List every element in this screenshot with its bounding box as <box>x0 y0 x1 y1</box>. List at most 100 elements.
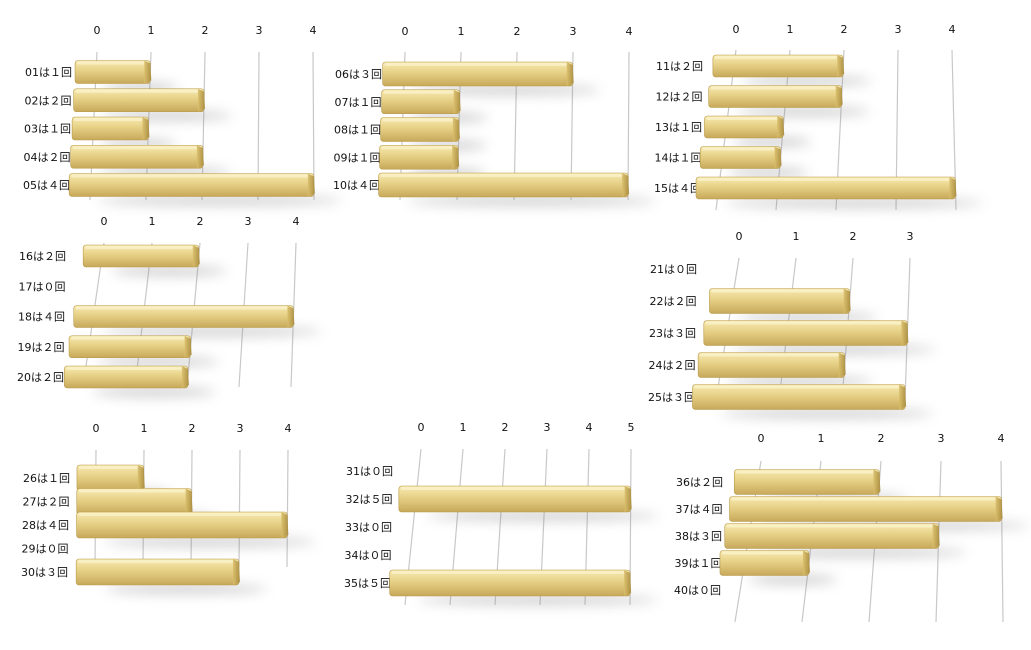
bar-end-cap <box>287 305 295 328</box>
bar-end-cap <box>281 512 289 538</box>
tick-label: 3 <box>245 215 252 228</box>
category-label: 18は４回 <box>18 311 65 324</box>
chart-panel-4: 0 1 2 3 4 16は２回 17は０回 18は４回 19は２回 20は２回 <box>17 215 322 397</box>
bar-highlight <box>384 63 567 66</box>
category-label: 05は４回 <box>23 179 70 192</box>
tick-label: 0 <box>94 24 101 37</box>
tick-label: 1 <box>818 432 825 445</box>
gridline <box>1000 460 1004 623</box>
category-label: 06は３回 <box>335 68 382 81</box>
bar-end-cap <box>873 469 881 495</box>
bar-end-cap <box>137 465 145 491</box>
tick-label: 1 <box>458 25 465 38</box>
category-label: 04は２回 <box>24 151 71 164</box>
bar-highlight <box>714 56 838 59</box>
tick-label: 3 <box>256 24 263 37</box>
bar-end-cap <box>622 173 630 197</box>
category-label: 35は５回 <box>344 577 391 590</box>
bar-end-cap <box>198 88 206 112</box>
chart-panel-1: 0 1 2 3 4 01は１回 02は２回 03は１回 04は２回 05は４回 <box>23 24 342 206</box>
bar-highlight <box>75 89 199 93</box>
bar-end-cap <box>843 288 851 314</box>
chart-panel-8: 0 1 2 3 4 36は２回 37は４回 38は３回 39は１回 40は０回 <box>674 432 1030 623</box>
bar-end-cap <box>837 55 845 77</box>
bar-end-cap <box>774 146 782 169</box>
tick-label: 0 <box>733 23 740 36</box>
tick-label: 3 <box>237 422 244 435</box>
tick-label: 1 <box>460 421 467 434</box>
tick-label: 2 <box>189 422 196 435</box>
bar-highlight <box>71 336 185 340</box>
category-label: 37は４回 <box>676 503 723 516</box>
tick-label: 3 <box>570 25 577 38</box>
tick-label: 0 <box>418 421 425 434</box>
bar-end-cap <box>949 177 957 199</box>
category-label: 19は２回 <box>18 341 65 354</box>
tick-label: 0 <box>736 230 743 243</box>
bar-end-cap <box>835 85 843 108</box>
bar-shadow <box>417 595 659 605</box>
tick-label: 3 <box>895 23 902 36</box>
category-label: 16は２回 <box>19 250 66 263</box>
category-label: 03は１回 <box>24 123 71 136</box>
bar-shadow <box>101 326 322 337</box>
bar-end-cap <box>192 245 200 267</box>
category-label: 02は２回 <box>25 94 72 107</box>
bar-shadow <box>732 137 812 147</box>
tick-label: 4 <box>310 24 317 37</box>
bar-shadow <box>97 356 219 367</box>
category-label: 20は２回 <box>17 371 64 384</box>
bar-shadow <box>97 195 342 206</box>
bar-shadow <box>426 511 659 521</box>
bar-highlight <box>77 61 145 65</box>
bar-end-cap <box>307 173 315 197</box>
chart-panel-6: 0 1 2 3 4 26は１回 27は２回 28は４回 29は０回 30は３回 <box>21 422 316 594</box>
bar-highlight <box>72 146 197 150</box>
category-label: 34は０回 <box>345 549 392 562</box>
bar-end-cap <box>899 384 907 410</box>
tick-label: 4 <box>626 25 633 38</box>
category-label: 10は４回 <box>333 179 380 192</box>
category-label: 11は２回 <box>656 60 703 73</box>
tick-label: 4 <box>949 23 956 36</box>
bar-highlight <box>705 321 902 325</box>
category-label: 39は１回 <box>675 557 722 570</box>
category-label: 07は１回 <box>335 96 382 109</box>
bar-highlight <box>391 571 625 574</box>
chart-panel-3: 0 1 2 3 4 11は２回 12は２回 13は１回 14は１回 15は４回 <box>654 23 984 211</box>
bar-end-cap <box>142 117 150 140</box>
bar-highlight <box>382 118 453 122</box>
bar-end-cap <box>452 145 460 170</box>
bar-highlight <box>78 513 282 516</box>
tick-label: 4 <box>285 422 292 435</box>
category-label: 22は２回 <box>650 295 697 308</box>
bar-shadow <box>740 76 872 86</box>
category-label: 27は２回 <box>23 496 70 509</box>
bar-shadow <box>92 387 216 397</box>
category-label: 33は０回 <box>345 521 392 534</box>
bar-end-cap <box>624 570 632 596</box>
category-label: 08は１回 <box>334 124 381 137</box>
bar-highlight <box>731 497 996 501</box>
category-label: 36は２回 <box>676 476 723 489</box>
tick-label: 5 <box>628 421 635 434</box>
tick-label: 4 <box>998 432 1005 445</box>
category-label: 31は０回 <box>346 465 393 478</box>
tick-label: 1 <box>793 230 800 243</box>
category-label: 09は１回 <box>334 151 381 164</box>
tick-label: 2 <box>841 23 848 36</box>
tick-label: 2 <box>850 230 857 243</box>
bar-end-cap <box>453 89 461 114</box>
category-label: 38は３回 <box>675 530 722 543</box>
bar-end-cap <box>802 550 810 576</box>
category-label: 13は１回 <box>655 121 702 134</box>
bar-shadow <box>736 106 870 117</box>
category-label: 17は０回 <box>19 280 66 293</box>
bar-highlight <box>400 487 625 490</box>
bar-highlight <box>78 489 186 493</box>
bar-highlight <box>736 470 874 474</box>
bar-end-cap <box>838 352 846 378</box>
tick-label: 0 <box>402 25 409 38</box>
bar-highlight <box>383 90 454 94</box>
